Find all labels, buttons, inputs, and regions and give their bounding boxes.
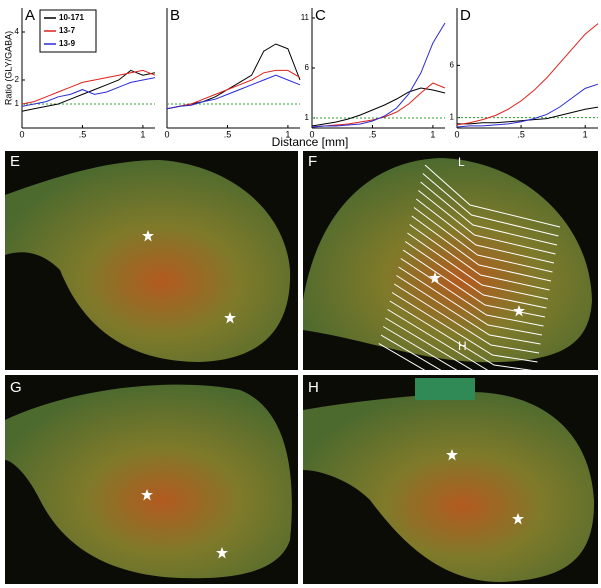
guide-line bbox=[396, 275, 541, 345]
series-line bbox=[166, 69, 301, 110]
guide-line bbox=[413, 207, 553, 273]
x-tick-label: .5 bbox=[79, 129, 87, 139]
y-tick-label: 11 bbox=[301, 13, 310, 22]
panel-label: D bbox=[460, 7, 471, 24]
guide-line bbox=[424, 164, 561, 228]
series-line bbox=[21, 77, 156, 107]
guide-line bbox=[402, 249, 546, 318]
x-tick-label: 0 bbox=[309, 129, 314, 139]
guide-line bbox=[407, 232, 549, 300]
guide-line bbox=[398, 266, 543, 336]
x-tick-label: 1 bbox=[285, 129, 290, 139]
image-f: L H F bbox=[303, 151, 598, 417]
x-tick-label: .5 bbox=[517, 129, 525, 139]
series-line bbox=[311, 87, 446, 127]
x-tick-label: 0 bbox=[19, 129, 24, 139]
guide-line bbox=[389, 300, 537, 372]
guide-line bbox=[391, 292, 538, 363]
annotation: H bbox=[458, 339, 467, 353]
guide-line bbox=[409, 224, 550, 291]
series-line bbox=[311, 82, 446, 128]
series-line bbox=[21, 69, 156, 105]
annotation: L bbox=[458, 155, 465, 169]
x-tick-label: 1 bbox=[430, 129, 435, 139]
image-label: F bbox=[308, 153, 317, 170]
guide-line bbox=[415, 198, 555, 264]
image-label: G bbox=[10, 379, 22, 396]
y-tick-label: 6 bbox=[305, 63, 310, 72]
series-line bbox=[456, 83, 599, 128]
image-label: H bbox=[308, 379, 319, 396]
y-axis-label: Ratio (GLY/GABA) bbox=[3, 31, 13, 105]
panel-label: C bbox=[315, 7, 326, 24]
series-line bbox=[21, 69, 156, 112]
series-line bbox=[166, 74, 301, 110]
x-tick-label: .5 bbox=[224, 129, 232, 139]
y-tick-label: 6 bbox=[450, 61, 455, 70]
guide-line bbox=[393, 283, 540, 354]
image-label: E bbox=[10, 153, 20, 170]
y-tick-label: 4 bbox=[15, 27, 20, 36]
x-tick-label: 0 bbox=[164, 129, 169, 139]
image-h: H bbox=[303, 375, 598, 584]
series-line bbox=[456, 23, 599, 126]
x-tick-label: 0 bbox=[454, 129, 459, 139]
x-tick-label: 1 bbox=[140, 129, 145, 139]
guide-line bbox=[400, 258, 544, 327]
legend-label: 10-171 bbox=[59, 13, 84, 22]
panel-label: B bbox=[170, 7, 180, 24]
panel-label: A bbox=[25, 7, 35, 24]
x-tick-label: .5 bbox=[369, 129, 377, 139]
guide-line bbox=[411, 215, 552, 282]
series-line bbox=[311, 22, 446, 128]
image-g: G bbox=[5, 375, 298, 584]
guide-line bbox=[420, 181, 558, 246]
guide-line bbox=[404, 241, 547, 309]
y-tick-label: 1 bbox=[305, 113, 310, 122]
guide-line bbox=[422, 173, 559, 237]
y-tick-label: 1 bbox=[15, 99, 20, 108]
legend-label: 13-7 bbox=[59, 26, 76, 35]
x-tick-label: 1 bbox=[583, 129, 588, 139]
guide-line bbox=[418, 190, 556, 255]
legend-label: 13-9 bbox=[59, 39, 76, 48]
series-line bbox=[457, 106, 599, 125]
y-tick-label: 1 bbox=[450, 113, 455, 122]
image-e: E bbox=[5, 151, 298, 370]
y-tick-label: 2 bbox=[15, 75, 20, 84]
x-axis-label: Distance [mm] bbox=[272, 135, 349, 149]
